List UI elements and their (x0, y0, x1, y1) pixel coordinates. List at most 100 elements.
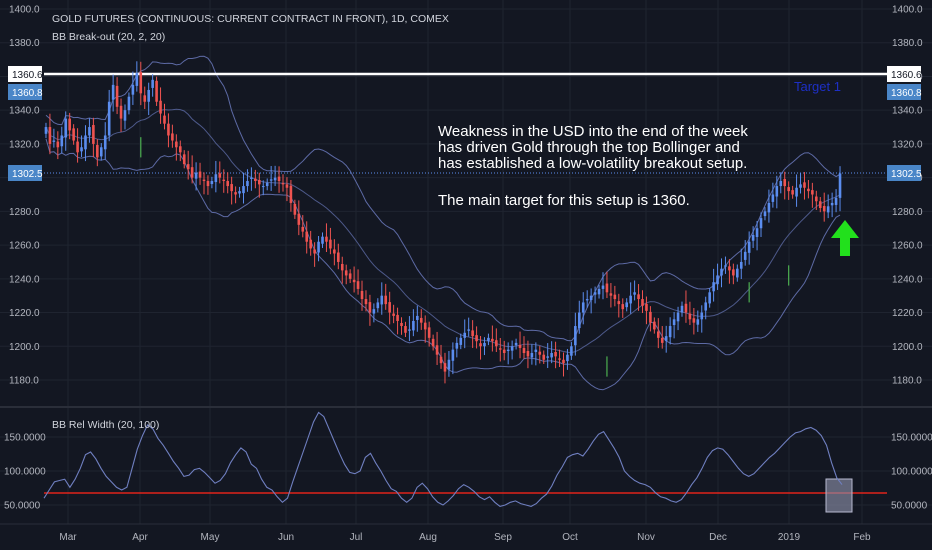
candle-body (696, 319, 700, 325)
candle-body (92, 125, 95, 144)
time-tick-label: Jul (350, 532, 363, 543)
candle-body (186, 164, 190, 170)
candle-body (60, 135, 64, 147)
bbw-tick-label-left: 150.0000 (4, 433, 46, 444)
candle-body (76, 141, 79, 153)
indicator-main-label[interactable]: BB Break-out (20, 2, 20) (52, 31, 165, 43)
time-tick-label: Nov (637, 532, 655, 543)
candle-body (589, 295, 593, 301)
candle-body (171, 133, 174, 141)
candle-body (258, 179, 261, 185)
candle-body (289, 185, 293, 203)
candle-body (660, 337, 664, 343)
candle-body (617, 301, 621, 305)
candle-body (254, 178, 257, 182)
upper-band (45, 55, 841, 342)
price-badges: 1360.6 1360.8 1302.5 1360.6 1360.8 1302.… (8, 66, 922, 181)
candle-body (739, 261, 743, 269)
candle-body (585, 299, 589, 301)
candle-body (736, 268, 739, 278)
candle-body (653, 321, 656, 330)
candle-body (313, 249, 316, 254)
candle-body (514, 342, 518, 346)
lower-band (45, 138, 841, 391)
note-line-2: has driven Gold through the top Bollinge… (438, 139, 740, 156)
candle-body (708, 292, 711, 304)
time-axis[interactable]: Mar Apr May Jun Jul Aug Sep Oct Nov Dec 2019 Feb (59, 532, 871, 543)
candle-body (498, 348, 502, 350)
candle-body (700, 312, 704, 320)
candle-body (822, 205, 826, 212)
candle-body (791, 190, 794, 195)
basis-line (45, 108, 841, 354)
candle-body (226, 181, 229, 187)
last-price-badge-right-text: 1302.5 (891, 169, 922, 180)
price-tick-label-right: 1240.0 (892, 274, 923, 285)
last-price-badge-left (8, 165, 42, 181)
highlight-box[interactable] (825, 478, 853, 513)
candle-body (657, 331, 660, 338)
symbol-title[interactable]: GOLD FUTURES (CONTINUOUS: CURRENT CONTRA… (52, 13, 449, 25)
candle-body (570, 346, 573, 356)
bbw-series-line (43, 411, 843, 508)
time-tick-label: Jun (278, 532, 294, 543)
hline-badge-left-text: 1360.6 (12, 70, 43, 81)
price-tick-label-left: 1240.0 (9, 274, 40, 285)
candle-body (574, 326, 577, 346)
candle-body (613, 294, 617, 300)
candle-body (818, 201, 822, 208)
bbw-axis[interactable]: 50.0000 50.0000 100.0000 100.0000 150.0000 15… (4, 433, 932, 512)
candle-body (380, 295, 384, 305)
candle-body (234, 192, 237, 195)
candle-body (155, 80, 158, 102)
candle-body (550, 353, 553, 358)
candle-body (692, 318, 696, 323)
candle-body (416, 315, 419, 320)
candle-body (68, 118, 71, 131)
target-badge-left-text: 1360.8 (12, 88, 43, 99)
candle-body (182, 154, 186, 165)
candle-body (388, 302, 391, 313)
candle-body (293, 203, 297, 215)
candle-body (763, 211, 767, 217)
candle-body (534, 349, 538, 353)
candle-body (356, 281, 360, 289)
candle-body (767, 202, 771, 213)
candle-body (52, 140, 56, 142)
candle-body (423, 322, 427, 330)
candle-body (123, 110, 127, 121)
time-tick-label: May (201, 532, 220, 543)
indicator-sub-label[interactable]: BB Rel Width (20, 100) (52, 419, 159, 431)
price-tick-label-right: 1340.0 (892, 106, 923, 117)
time-tick-label: Aug (419, 532, 437, 543)
candle-body (779, 181, 783, 187)
price-tick-label-right: 1200.0 (892, 342, 923, 353)
candle-body (649, 311, 652, 323)
candle-body (645, 303, 648, 311)
candle-body (364, 299, 368, 305)
price-tick-label-right: 1320.0 (892, 139, 923, 150)
bbw-tick-label-left: 100.0000 (4, 467, 46, 478)
candle-body (107, 101, 111, 136)
candle-body (743, 251, 747, 260)
candle-body (641, 299, 644, 306)
candle-body (242, 186, 245, 194)
candle-body (530, 353, 534, 358)
candle-body (309, 239, 312, 249)
candle-body (412, 320, 415, 331)
text-annotation[interactable]: Weakness in the USD into the end of the … (438, 123, 748, 209)
candle-body (400, 323, 403, 327)
candle-body (115, 85, 119, 107)
candle-body (526, 350, 530, 357)
candle-body (230, 184, 233, 192)
target-label[interactable]: Target 1 (794, 79, 841, 94)
candle-body (88, 127, 91, 136)
price-tick-label-right: 1280.0 (892, 207, 923, 218)
grid (0, 0, 932, 524)
up-arrow-icon[interactable] (831, 220, 859, 256)
candle-body (317, 241, 320, 253)
bbw-tick-label-right: 50.0000 (891, 501, 928, 512)
candle-body (340, 263, 344, 271)
price-tick-label-left: 1340.0 (9, 106, 40, 117)
